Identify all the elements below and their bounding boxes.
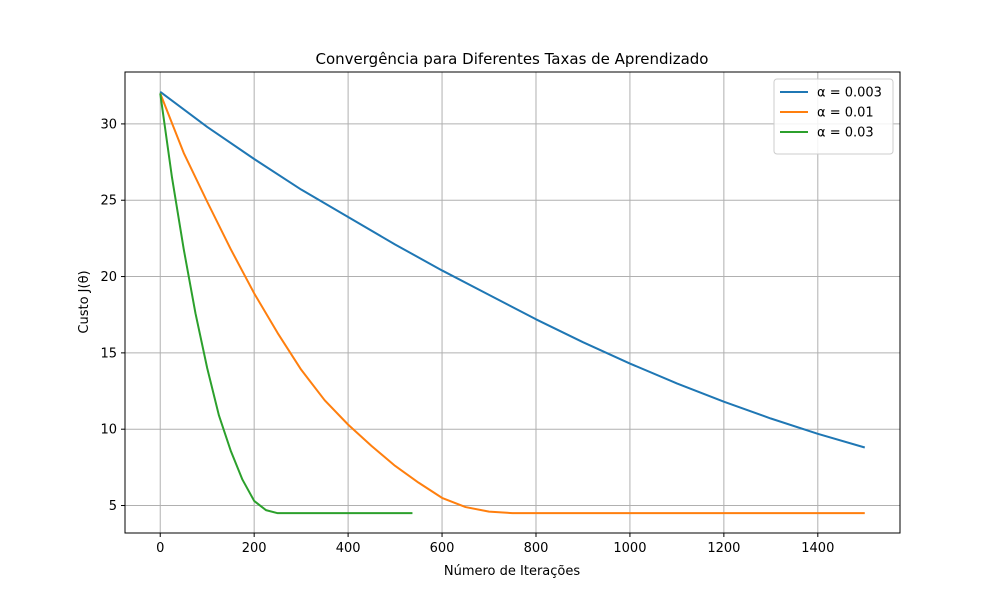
series-line-1: [159, 91, 866, 449]
x-axis-label: Número de Iterações: [444, 564, 580, 579]
x-tick-label: 400: [336, 541, 361, 556]
y-tick-label: 5: [109, 499, 117, 514]
series-lines: [159, 91, 866, 515]
y-axis-label: Custo J(θ): [77, 270, 92, 333]
legend-box: [773, 78, 894, 155]
plot-frame: [124, 71, 901, 534]
series-line-3: [159, 93, 413, 515]
chart-title: Convergência para Diferentes Taxas de Ap…: [316, 50, 709, 68]
legend-label-1: α = 0.003: [817, 86, 882, 101]
legend-label-2: α = 0.01: [817, 106, 874, 121]
x-tick-label: 800: [524, 541, 549, 556]
x-tick-label: 1000: [613, 541, 646, 556]
axis-ticks: 0 200 400 600 800 1000 1200 1400 5 10 15 20 25 30: [100, 117, 834, 556]
x-tick-label: 1200: [707, 541, 740, 556]
legend-label-3: α = 0.03: [817, 126, 874, 141]
x-tick-label: 600: [430, 541, 455, 556]
y-tick-label: 25: [100, 194, 117, 209]
y-tick-label: 30: [100, 117, 117, 132]
x-tick-label: 200: [242, 541, 267, 556]
x-tick-label: 0: [156, 541, 164, 556]
legend: α = 0.003 α = 0.01 α = 0.03: [773, 78, 894, 155]
y-tick-label: 15: [100, 346, 117, 361]
series-line-2: [159, 93, 865, 515]
grid: [125, 72, 900, 533]
y-tick-label: 20: [100, 270, 117, 285]
y-tick-label: 10: [100, 423, 117, 438]
x-tick-label: 1400: [801, 541, 834, 556]
